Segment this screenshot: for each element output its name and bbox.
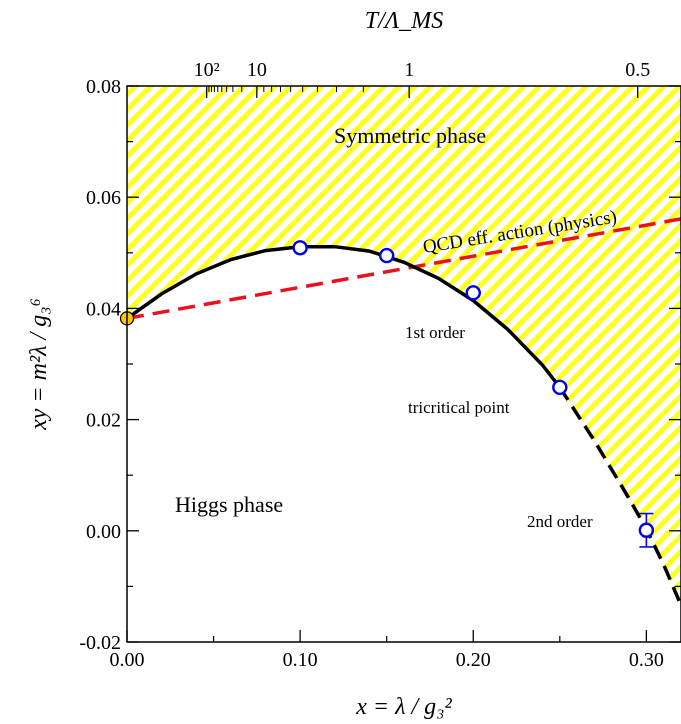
data-point <box>292 240 308 256</box>
plot-area <box>119 85 681 643</box>
x-tick-label: 0.20 <box>456 649 491 671</box>
top-axis-title: T/Λ_MS <box>365 8 444 34</box>
y-tick-label: 0.06 <box>86 187 121 209</box>
first-order-line <box>127 244 562 389</box>
y-tick-label: 0.02 <box>86 410 121 432</box>
tricritical-point-label: tricritical point <box>408 398 510 417</box>
data-point <box>378 247 395 264</box>
qcd-effective-action-line <box>127 217 681 321</box>
data-point <box>552 379 568 396</box>
symmetric-phase-region <box>127 86 681 606</box>
x-axis-title: x = λ / g₃² <box>355 694 452 720</box>
higgs-phase-label: Higgs phase <box>175 492 283 517</box>
top-tick-label: 0.5 <box>625 59 650 81</box>
x-tick-label: 0.00 <box>110 649 145 671</box>
data-point <box>465 285 481 301</box>
y-tick-label: -0.02 <box>79 632 121 654</box>
second-order-label: 2nd order <box>527 512 593 531</box>
data-point <box>638 522 655 538</box>
top-tick-label: 10² <box>194 59 220 81</box>
y-tick-label: 0.00 <box>86 521 121 543</box>
marker-layer <box>119 240 655 548</box>
y-axis-title: xy = m²λ / g₃⁶ <box>26 298 52 431</box>
x-tick-label: 0.10 <box>283 649 318 671</box>
tick-layer: 0.00 0.10 0.20 0.30-0.020.000.020.040.060.0… <box>79 59 681 671</box>
x-tick-label: 0.30 <box>629 649 664 671</box>
top-tick-label: 10 <box>247 59 267 81</box>
symmetric-phase-label: Symmetric phase <box>334 123 486 148</box>
first-order-label: 1st order <box>405 323 465 342</box>
y-tick-label: 0.04 <box>86 298 121 320</box>
top-tick-label: 1 <box>404 59 414 81</box>
axis-titles: x = λ / g₃² xy = m²λ / g₃⁶ T/Λ_MS <box>26 8 453 720</box>
second-order-line <box>558 386 681 606</box>
y-tick-label: 0.08 <box>86 76 121 98</box>
series-layer <box>127 217 681 606</box>
